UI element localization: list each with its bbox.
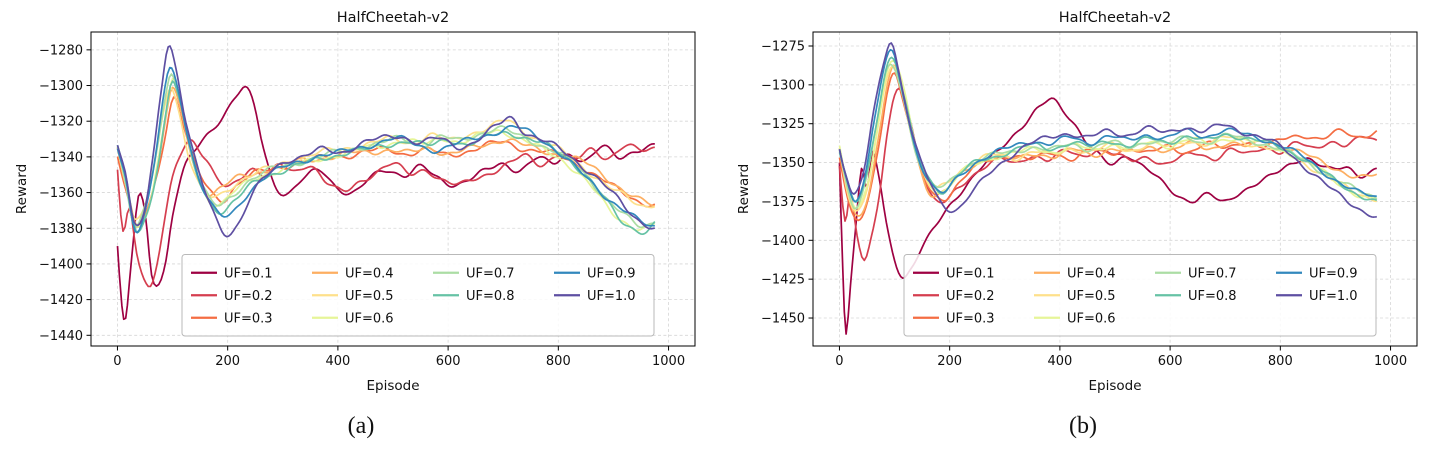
series-group (838, 42, 1378, 335)
legend-box (903, 254, 1377, 337)
axes: 0 200 400 600 800 1000 −1440 −1420 −1400 −1380 −13… (14, 10, 685, 394)
y-tick-label: −1440 (39, 329, 83, 344)
series-line-uf-0-9 (838, 48, 1377, 203)
legend-label: UF=0.9 (587, 266, 636, 281)
legend-label: UF=0.4 (345, 266, 394, 281)
legend-label: UF=0.3 (224, 311, 273, 326)
legend-label: UF=0.4 (1067, 266, 1116, 281)
chart-title: HalfCheetah-v2 (337, 10, 450, 26)
x-tick-label: 800 (546, 354, 571, 369)
x-tick-label: 1000 (1374, 354, 1407, 369)
legend-label: UF=0.7 (466, 266, 515, 281)
y-tick-label: −1300 (761, 78, 805, 93)
y-tick-label: −1280 (39, 43, 83, 58)
series-line-uf-0-6 (116, 77, 655, 232)
y-tick-label: −1360 (39, 186, 83, 201)
series-line-uf-0-5 (116, 87, 656, 221)
x-tick-label: 600 (436, 354, 461, 369)
legend-label: UF=0.6 (345, 311, 394, 326)
chart-b-block: 0 200 400 600 800 1000 −1450 −1425 −1400 −1375 −13… (722, 0, 1444, 448)
legend-label: UF=0.8 (1188, 289, 1237, 304)
chart-title: HalfCheetah-v2 (1059, 10, 1172, 26)
chart-a-block: 0 200 400 600 800 1000 −1440 −1420 −1400 −1380 −13… (0, 0, 722, 448)
y-tick-label: −1350 (761, 156, 805, 171)
x-tick-label: 0 (835, 354, 843, 369)
legend-label: UF=0.8 (466, 289, 515, 304)
legend-label: UF=0.5 (1067, 289, 1116, 304)
y-tick-label: −1400 (39, 257, 83, 272)
legend-label: UF=0.6 (1067, 311, 1116, 326)
x-tick-label: 200 (937, 354, 962, 369)
caption-a: (a) (347, 413, 375, 439)
y-tick-label: −1375 (761, 195, 805, 210)
y-tick-label: −1300 (39, 79, 83, 94)
y-tick-label: −1425 (761, 273, 805, 288)
y-tick-label: −1400 (761, 234, 805, 249)
legend-label: UF=0.2 (224, 289, 273, 304)
legend-label: UF=1.0 (1309, 289, 1358, 304)
legend-label: UF=0.5 (345, 289, 394, 304)
x-tick-label: 200 (215, 354, 240, 369)
legend-label: UF=0.1 (946, 266, 995, 281)
x-tick-label: 400 (325, 354, 350, 369)
x-tick-label: 1000 (652, 354, 685, 369)
series-line-uf-0-2 (838, 87, 1378, 262)
series-line-uf-0-4 (116, 86, 655, 228)
series-line-uf-0-3 (116, 96, 656, 228)
series-line-uf-0-6 (838, 59, 1378, 209)
x-tick-label: 800 (1268, 354, 1293, 369)
chart-a-canvas: 0 200 400 600 800 1000 −1440 −1420 −1400 −1380 −13… (14, 10, 696, 394)
plot-border (90, 31, 696, 347)
series-line-uf-1-0 (838, 42, 1377, 218)
x-tick-label: 400 (1047, 354, 1072, 369)
axes: 0 200 400 600 800 1000 −1450 −1425 −1400 −1375 −13… (736, 10, 1407, 394)
y-tick-label: −1325 (761, 117, 805, 132)
legend-box (181, 254, 655, 337)
x-tick-label: 0 (113, 354, 121, 369)
legend-label: UF=1.0 (587, 289, 636, 304)
plot-border (812, 31, 1418, 347)
series-line-uf-0-4 (838, 64, 1378, 217)
series-group (116, 45, 656, 321)
caption-b: (b) (1069, 413, 1097, 439)
y-axis-label: Reward (14, 164, 30, 214)
series-line-uf-0-5 (838, 64, 1377, 212)
series-line-uf-0-1 (838, 97, 1377, 335)
legend-label: UF=0.7 (1188, 266, 1237, 281)
series-line-uf-1-0 (116, 45, 655, 238)
y-tick-label: −1450 (761, 312, 805, 327)
legend-label: UF=0.3 (946, 311, 995, 326)
legend-label: UF=0.9 (1309, 266, 1358, 281)
legend-label: UF=0.2 (946, 289, 995, 304)
chart-b-canvas: 0 200 400 600 800 1000 −1450 −1425 −1400 −1375 −13… (736, 10, 1418, 394)
y-axis-label: Reward (736, 164, 752, 214)
y-tick-label: −1420 (39, 293, 83, 308)
y-tick-label: −1320 (39, 115, 83, 130)
legend: UF=0.1 UF=0.2 UF=0.3 UF=0.4 UF=0.5 UF=0.6 UF=0… (903, 254, 1377, 337)
series-line-uf-0-3 (838, 72, 1378, 222)
legend: UF=0.1 UF=0.2 UF=0.3 UF=0.4 UF=0.5 UF=0.6 UF=0… (181, 254, 655, 337)
y-tick-label: −1380 (39, 222, 83, 237)
x-axis-label: Episode (1088, 378, 1141, 394)
y-tick-label: −1275 (761, 39, 805, 54)
legend-label: UF=0.1 (224, 266, 273, 281)
x-tick-label: 600 (1158, 354, 1183, 369)
x-axis-label: Episode (366, 378, 419, 394)
y-tick-label: −1340 (39, 150, 83, 165)
